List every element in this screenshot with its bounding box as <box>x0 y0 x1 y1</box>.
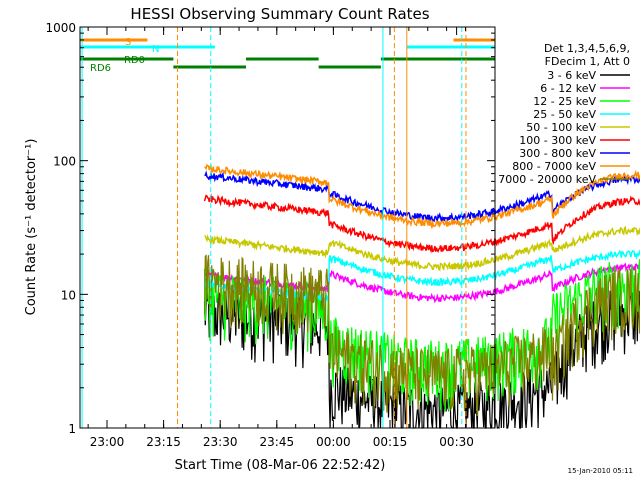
series-line-2 <box>203 262 640 304</box>
axes-layer: 23:00 23:15 23:30 23:45 00:00 00:15 00:30 1 10 10… <box>45 21 496 449</box>
legend-entry-label: 7000 - 20000 keV <box>498 173 596 186</box>
x-axis-label: Start Time (08-Mar-06 22:52:42) <box>175 458 386 473</box>
legend-entry-label: 3 - 6 keV <box>547 69 596 82</box>
legend-entry-label: 800 - 7000 keV <box>512 160 596 173</box>
x-tick-label: 00:30 <box>439 435 474 449</box>
y-tick-label: 1 <box>68 422 76 436</box>
series-line-4 <box>203 248 640 304</box>
legend-entry-label: 25 - 50 keV <box>533 108 596 121</box>
x-tick-label: 23:15 <box>146 435 181 449</box>
rd6-flag-label: RD6 <box>90 63 111 74</box>
legend-entry-label: 300 - 800 keV <box>519 147 596 160</box>
chart-title: HESSI Observing Summary Count Rates <box>130 5 429 23</box>
y-tick-label: 100 <box>53 155 76 169</box>
legend: Det 1,3,4,5,6,9,FDecim 1, Att 03 - 6 keV… <box>498 42 630 186</box>
saa-flag-label: S <box>125 37 131 48</box>
x-tick-label: 00:15 <box>373 435 408 449</box>
plot-frame <box>79 26 496 429</box>
flags-layer: S N RD0 RD6 <box>80 27 495 428</box>
y-tick-label: 10 <box>61 288 76 302</box>
rd0-flag-label: RD0 <box>124 55 145 66</box>
legend-entry-label: 100 - 300 keV <box>519 134 596 147</box>
x-tick-label: 23:00 <box>90 435 125 449</box>
series-line-7 <box>204 170 640 224</box>
series-line-8 <box>204 163 640 230</box>
series-line-3 <box>203 259 640 411</box>
y-tick-label: 1000 <box>45 21 76 35</box>
y-axis-label: Count Rate (s⁻¹ detector⁻¹) <box>24 139 39 316</box>
x-tick-label: 00:00 <box>316 435 351 449</box>
x-tick-label: 23:45 <box>260 435 295 449</box>
series-line-9 <box>203 254 640 417</box>
series-line-5 <box>204 225 640 272</box>
legend-entry-label: 12 - 25 keV <box>533 95 596 108</box>
x-tick-label: 23:30 <box>203 435 238 449</box>
footer-date: 15-Jan-2010 05:11 <box>568 467 633 475</box>
legend-header: Det 1,3,4,5,6,9, <box>544 42 630 55</box>
series-layer <box>203 163 640 430</box>
legend-entry-label: 50 - 100 keV <box>526 121 596 134</box>
legend-header: FDecim 1, Att 0 <box>545 55 630 68</box>
legend-entry-label: 6 - 12 keV <box>540 82 596 95</box>
series-line-6 <box>203 193 640 254</box>
night-flag-label: N <box>152 44 159 55</box>
